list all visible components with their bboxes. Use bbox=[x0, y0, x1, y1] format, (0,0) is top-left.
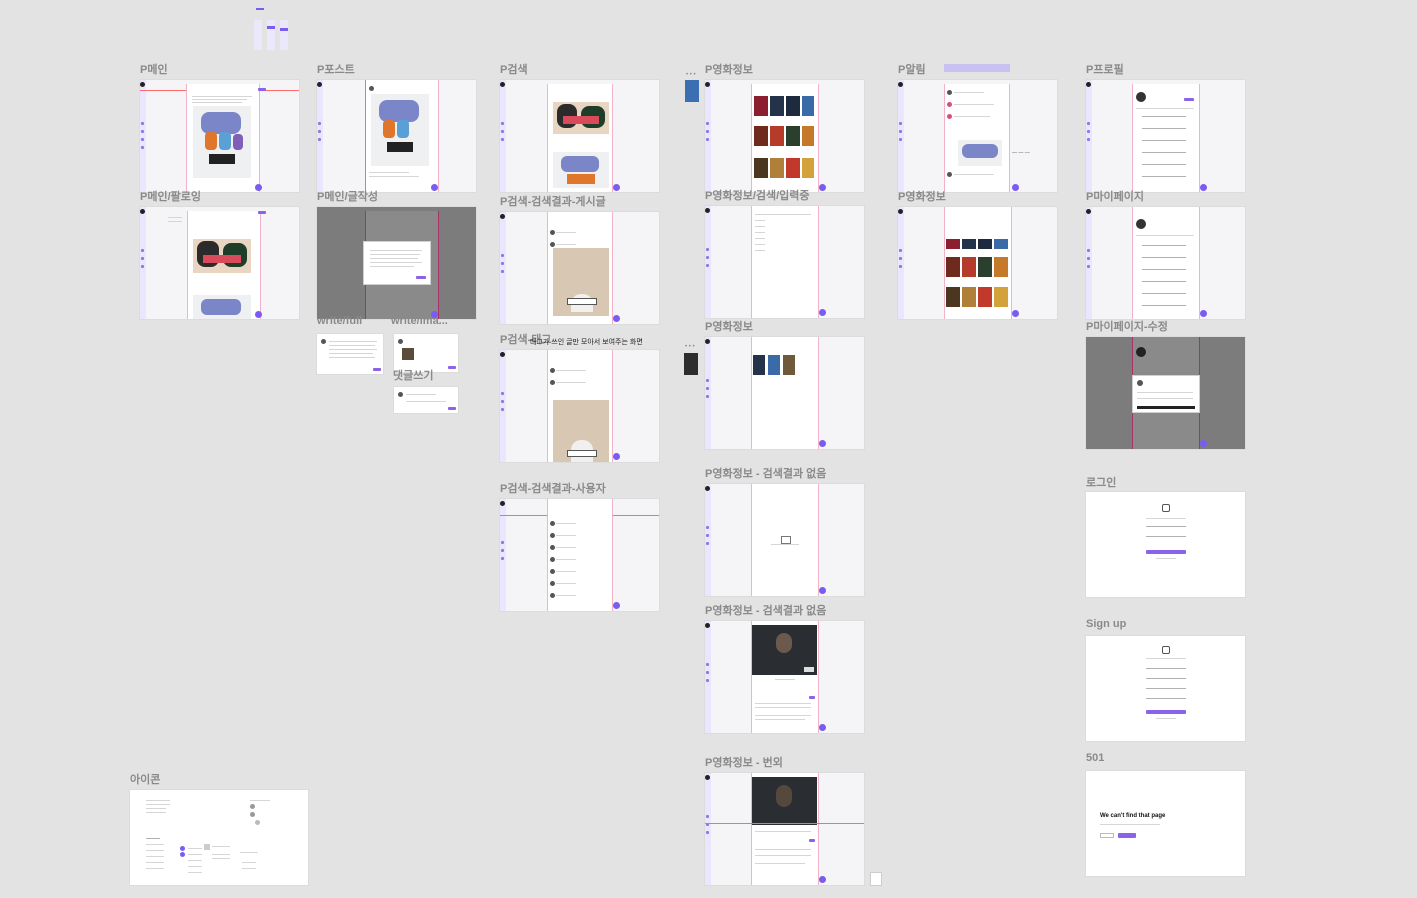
frame-movie-search-typing[interactable] bbox=[704, 205, 865, 319]
side-panel bbox=[870, 872, 882, 886]
frame-label-post: P포스트 bbox=[317, 64, 355, 76]
frame-label-movie-no-results-1: P영화정보 - 검색결과 없음 bbox=[705, 468, 827, 480]
frame-main-following[interactable] bbox=[139, 206, 300, 320]
frame-label-movie: P영화정보 bbox=[705, 64, 753, 76]
frame-label-search-users: P검색-검색결과-사용자 bbox=[500, 483, 606, 495]
frame-label-comment-write: 댓글쓰기 bbox=[393, 370, 434, 382]
frame-comment-write[interactable] bbox=[393, 386, 459, 414]
frame-search-users[interactable] bbox=[499, 498, 660, 612]
frame-501[interactable]: We can't find that page bbox=[1085, 770, 1246, 877]
logo-icon bbox=[140, 82, 145, 87]
frame-movie-extra[interactable] bbox=[704, 772, 865, 886]
highlight-bar bbox=[944, 64, 1010, 72]
dots-icon: • • • bbox=[686, 72, 696, 78]
frame-search-posts[interactable] bbox=[499, 211, 660, 325]
frame-movie[interactable] bbox=[704, 79, 865, 193]
frame-main-write[interactable] bbox=[316, 206, 477, 320]
annotation-tag-note: 태그가 쓰인 글만 모아서 보여주는 화면 bbox=[530, 339, 643, 346]
frame-label-search: P검색 bbox=[500, 64, 528, 76]
frame-mypage-edit[interactable] bbox=[1085, 336, 1246, 450]
frame-label-icons: 아이콘 bbox=[130, 774, 161, 786]
frame-label-mypage: P마이페이지 bbox=[1086, 191, 1144, 203]
mini-thumbnail-2 bbox=[684, 353, 698, 375]
frame-label-signup: Sign up bbox=[1086, 618, 1127, 630]
frame-movie-3[interactable] bbox=[704, 336, 865, 450]
frame-movie-no-results-1[interactable] bbox=[704, 483, 865, 597]
frame-alarm[interactable] bbox=[897, 79, 1058, 193]
frame-label-movie-3: P영화정보 bbox=[705, 321, 753, 333]
signup-logo-icon bbox=[1162, 646, 1170, 654]
frame-label-profile: P프로필 bbox=[1086, 64, 1124, 76]
frame-label-movie-2: P영화정보 bbox=[898, 191, 946, 203]
sidebar bbox=[140, 80, 146, 192]
frame-main[interactable] bbox=[139, 79, 300, 193]
frame-label-search-tag: P검색-태그 bbox=[500, 334, 552, 346]
post-image bbox=[193, 106, 251, 178]
frame-search-tag[interactable] bbox=[499, 349, 660, 463]
frame-label-main-following: P메인/팔로잉 bbox=[140, 191, 201, 203]
frame-label-501: 501 bbox=[1086, 752, 1105, 764]
login-logo-icon bbox=[1162, 504, 1170, 512]
frame-label-movie-search-typing: P영화정보/검색/입력중 bbox=[705, 190, 810, 202]
avatar bbox=[1136, 92, 1146, 102]
frame-search[interactable] bbox=[499, 79, 660, 193]
dots-icon-2: • • • bbox=[685, 344, 695, 350]
frame-profile[interactable] bbox=[1085, 79, 1246, 193]
edit-profile-modal[interactable] bbox=[1132, 375, 1200, 413]
component-preview[interactable] bbox=[254, 8, 290, 50]
frame-movie-no-results-2[interactable] bbox=[704, 620, 865, 734]
frame-label-login: 로그인 bbox=[1086, 477, 1117, 489]
write-fab[interactable] bbox=[255, 184, 262, 191]
frame-label-mypage-edit: P마이페이지-수정 bbox=[1086, 321, 1168, 333]
frame-movie-2[interactable] bbox=[897, 206, 1058, 320]
frame-icons[interactable] bbox=[129, 789, 309, 886]
frame-label-search-posts: P검색-검색결과-게시글 bbox=[500, 196, 606, 208]
frame-label-main: P메인 bbox=[140, 64, 168, 76]
go-home-button[interactable] bbox=[1118, 833, 1136, 838]
write-modal[interactable] bbox=[363, 241, 431, 285]
frame-label-write-full: write/full bbox=[317, 315, 363, 327]
frame-signup[interactable] bbox=[1085, 635, 1246, 742]
frame-write-image[interactable] bbox=[393, 333, 459, 373]
frame-label-write-image: write/ima... bbox=[391, 315, 448, 327]
mini-thumbnail bbox=[685, 80, 699, 102]
frame-login[interactable] bbox=[1085, 491, 1246, 598]
login-button[interactable] bbox=[1146, 550, 1186, 554]
frame-write-full[interactable] bbox=[316, 333, 384, 375]
error-title: We can't find that page bbox=[1100, 813, 1166, 819]
frame-label-movie-extra: P영화정보 - 번외 bbox=[705, 757, 783, 769]
frame-post[interactable] bbox=[316, 79, 477, 193]
frame-label-movie-no-results-2: P영화정보 - 검색결과 없음 bbox=[705, 605, 827, 617]
empty-state-icon bbox=[781, 536, 791, 544]
frame-label-main-write: P메인/글작성 bbox=[317, 191, 378, 203]
frame-mypage[interactable] bbox=[1085, 206, 1246, 320]
frame-label-alarm: P알림 bbox=[898, 64, 926, 76]
signup-button[interactable] bbox=[1146, 710, 1186, 714]
